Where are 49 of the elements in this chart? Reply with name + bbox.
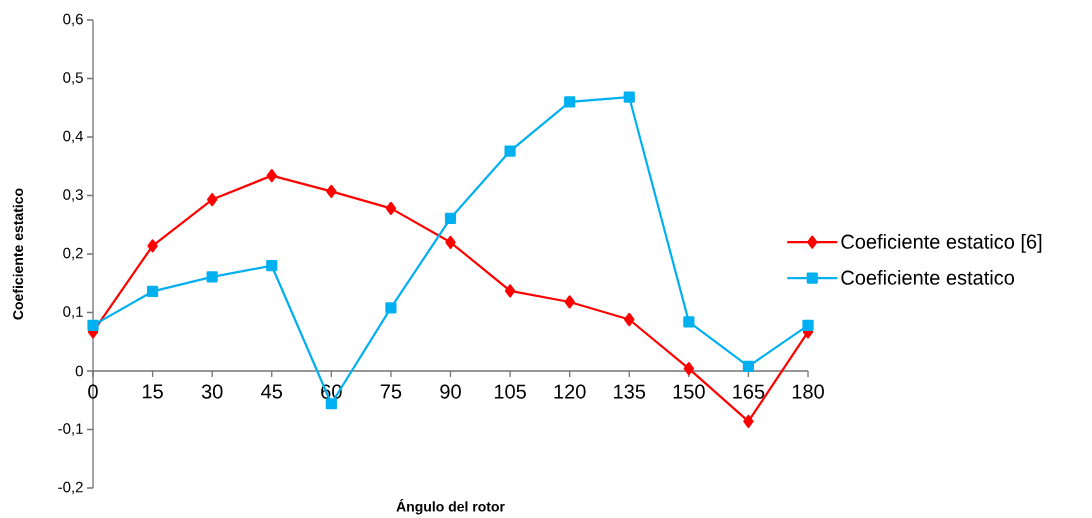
x-tick-label: 165 <box>733 384 765 399</box>
y-tick-label: -0,1 <box>58 423 83 436</box>
x-tick-label: 0 <box>88 384 98 399</box>
point <box>504 284 516 298</box>
x-tick-label: 135 <box>614 384 646 399</box>
point <box>266 169 277 183</box>
x-tick-label: 45 <box>261 384 283 399</box>
y-tick-label: -0,2 <box>58 481 83 495</box>
point <box>743 414 754 429</box>
point <box>266 260 278 272</box>
point <box>87 319 99 332</box>
point <box>444 212 457 225</box>
y-tick-label: 0,5 <box>63 72 83 85</box>
x-axis-title: Ángulo del rotor <box>396 499 505 515</box>
point <box>564 295 575 309</box>
x-tick-label: 105 <box>494 384 526 399</box>
legend-label: Coeficiente estatico [6] <box>841 234 1042 253</box>
y-tick-label: 0,6 <box>63 13 83 27</box>
point <box>504 145 516 157</box>
legend-label: Coeficiente estatico <box>841 270 1015 285</box>
point <box>206 271 218 283</box>
x-tick-label: 120 <box>554 384 586 399</box>
x-tick-label: 180 <box>792 384 824 399</box>
y-tick-label: 0,4 <box>63 130 84 144</box>
point <box>624 313 635 327</box>
point <box>683 316 695 328</box>
point <box>802 319 814 332</box>
y-tick-label: 0,3 <box>63 189 83 202</box>
point <box>146 285 159 298</box>
y-axis-title: Coeficiente estatico <box>12 188 24 320</box>
point <box>385 302 397 314</box>
point <box>147 239 158 253</box>
x-tick-label: 15 <box>143 384 163 399</box>
point <box>445 235 456 250</box>
x-tick-label: 30 <box>201 384 223 399</box>
point <box>206 193 218 207</box>
point <box>623 91 635 103</box>
x-tick-label: 150 <box>673 384 705 399</box>
point <box>742 360 755 373</box>
point <box>683 362 695 376</box>
x-tick-label: 90 <box>440 384 461 399</box>
point <box>325 398 337 410</box>
y-tick-label: 0,1 <box>63 306 83 319</box>
y-tick-label: 0,2 <box>63 247 83 261</box>
x-tick-label: 75 <box>380 384 402 399</box>
point <box>326 184 337 199</box>
point <box>564 96 576 108</box>
point <box>385 201 397 216</box>
y-tick-label: 0 <box>75 365 83 377</box>
